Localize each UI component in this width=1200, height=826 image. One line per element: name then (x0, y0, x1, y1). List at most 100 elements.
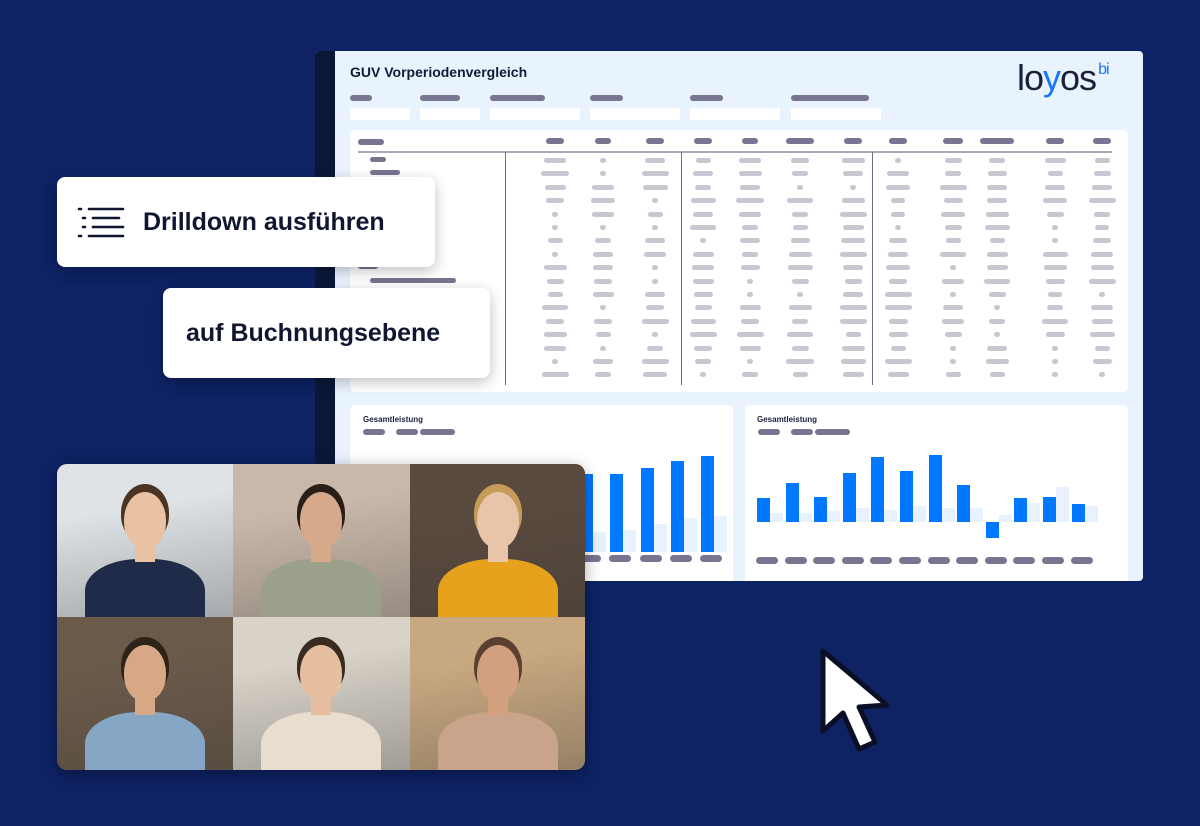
table-cell (791, 278, 809, 284)
table-cell (600, 225, 606, 230)
table-cell (1047, 171, 1063, 177)
drilldown-callout: Drilldown ausführen (57, 177, 435, 267)
table-cell (693, 211, 713, 217)
table-cell (839, 211, 867, 217)
chart-bar-current (957, 485, 971, 522)
table-cell (645, 158, 665, 163)
table-cell (797, 184, 803, 190)
table-cell (592, 184, 614, 190)
chart-legend-item (815, 429, 850, 435)
table-cell (889, 278, 907, 284)
table-cell (950, 345, 956, 351)
chart-x-label (670, 555, 692, 562)
table-cell (552, 225, 558, 230)
table-header-label (358, 139, 384, 145)
row-label (370, 157, 386, 162)
table-cell (791, 158, 809, 163)
table-cell (647, 345, 663, 351)
table-cell (595, 332, 611, 338)
table-cell (740, 184, 760, 190)
table-cell (942, 318, 964, 324)
table-cell (987, 171, 1007, 177)
chart-bar-current (610, 474, 624, 552)
table-cell (747, 278, 753, 284)
table-cell (839, 251, 867, 257)
table-cell (939, 184, 967, 190)
table-cell (943, 198, 963, 204)
table-cell (1042, 251, 1068, 257)
table-cell (891, 198, 905, 204)
participant-face (124, 645, 166, 701)
filter-input[interactable] (350, 108, 410, 120)
participant-body (85, 712, 205, 770)
table-cell (742, 372, 758, 378)
chart-bar-previous (913, 506, 926, 522)
table-cell (943, 305, 963, 311)
table-cell (787, 332, 813, 338)
chart-bar-previous (684, 518, 697, 552)
table-cell (692, 251, 714, 257)
table-cell (1093, 238, 1111, 244)
table-cell (652, 225, 658, 230)
table-cell (945, 372, 961, 378)
data-table (350, 130, 1128, 392)
table-cell (887, 372, 909, 378)
drilldown-label: Drilldown ausführen (143, 207, 385, 236)
filter-input[interactable] (590, 108, 680, 120)
table-cell (546, 278, 564, 284)
table-cell (652, 198, 658, 204)
table-cell (1042, 318, 1068, 324)
table-cell (844, 278, 862, 284)
mouse-cursor-icon (820, 648, 890, 752)
chart-bar-current (785, 483, 799, 522)
table-cell (546, 198, 564, 204)
filter-input[interactable] (490, 108, 580, 120)
table-cell (950, 292, 956, 297)
table-cell (1045, 332, 1065, 338)
table-cell (692, 278, 714, 284)
table-cell (547, 292, 563, 297)
table-cell (543, 332, 567, 338)
table-column-header (889, 138, 907, 144)
table-cell (646, 305, 664, 311)
table-cell (841, 198, 865, 204)
table-cell (1091, 305, 1113, 311)
chart-x-label (756, 557, 778, 564)
chart-bar-current (757, 498, 770, 522)
table-cell (695, 184, 711, 190)
chart-bar-previous (855, 508, 869, 522)
chart-bar-previous (998, 515, 1012, 522)
table-cell (694, 305, 712, 311)
chart-legend-item (363, 429, 385, 435)
table-cell (989, 158, 1005, 163)
column-divider (505, 152, 506, 385)
table-cell (690, 318, 716, 324)
filter-input[interactable] (690, 108, 780, 120)
table-cell (989, 372, 1005, 378)
chart-bar-previous (1084, 506, 1098, 522)
table-header-divider (358, 151, 1112, 153)
table-cell (850, 184, 856, 190)
table-cell (552, 211, 558, 217)
table-cell (1046, 211, 1064, 217)
table-cell (695, 158, 711, 163)
table-cell (544, 184, 566, 190)
participant-neck (311, 695, 331, 715)
participant-body (261, 712, 381, 770)
filter-input[interactable] (791, 108, 881, 120)
table-cell (843, 171, 863, 177)
filter-input[interactable] (420, 108, 480, 120)
chart-bar-current (1043, 497, 1056, 522)
table-cell (600, 171, 606, 177)
table-cell (593, 359, 613, 364)
chart-x-label (1042, 557, 1064, 564)
table-cell (593, 265, 613, 271)
table-cell (736, 198, 764, 204)
chart-bar-current (900, 471, 913, 522)
table-cell (747, 292, 753, 297)
table-cell (592, 292, 614, 297)
table-cell (592, 211, 614, 217)
chart-legend-item (758, 429, 780, 435)
chart-title: Gesamtleistung (757, 415, 818, 424)
table-cell (736, 332, 764, 338)
